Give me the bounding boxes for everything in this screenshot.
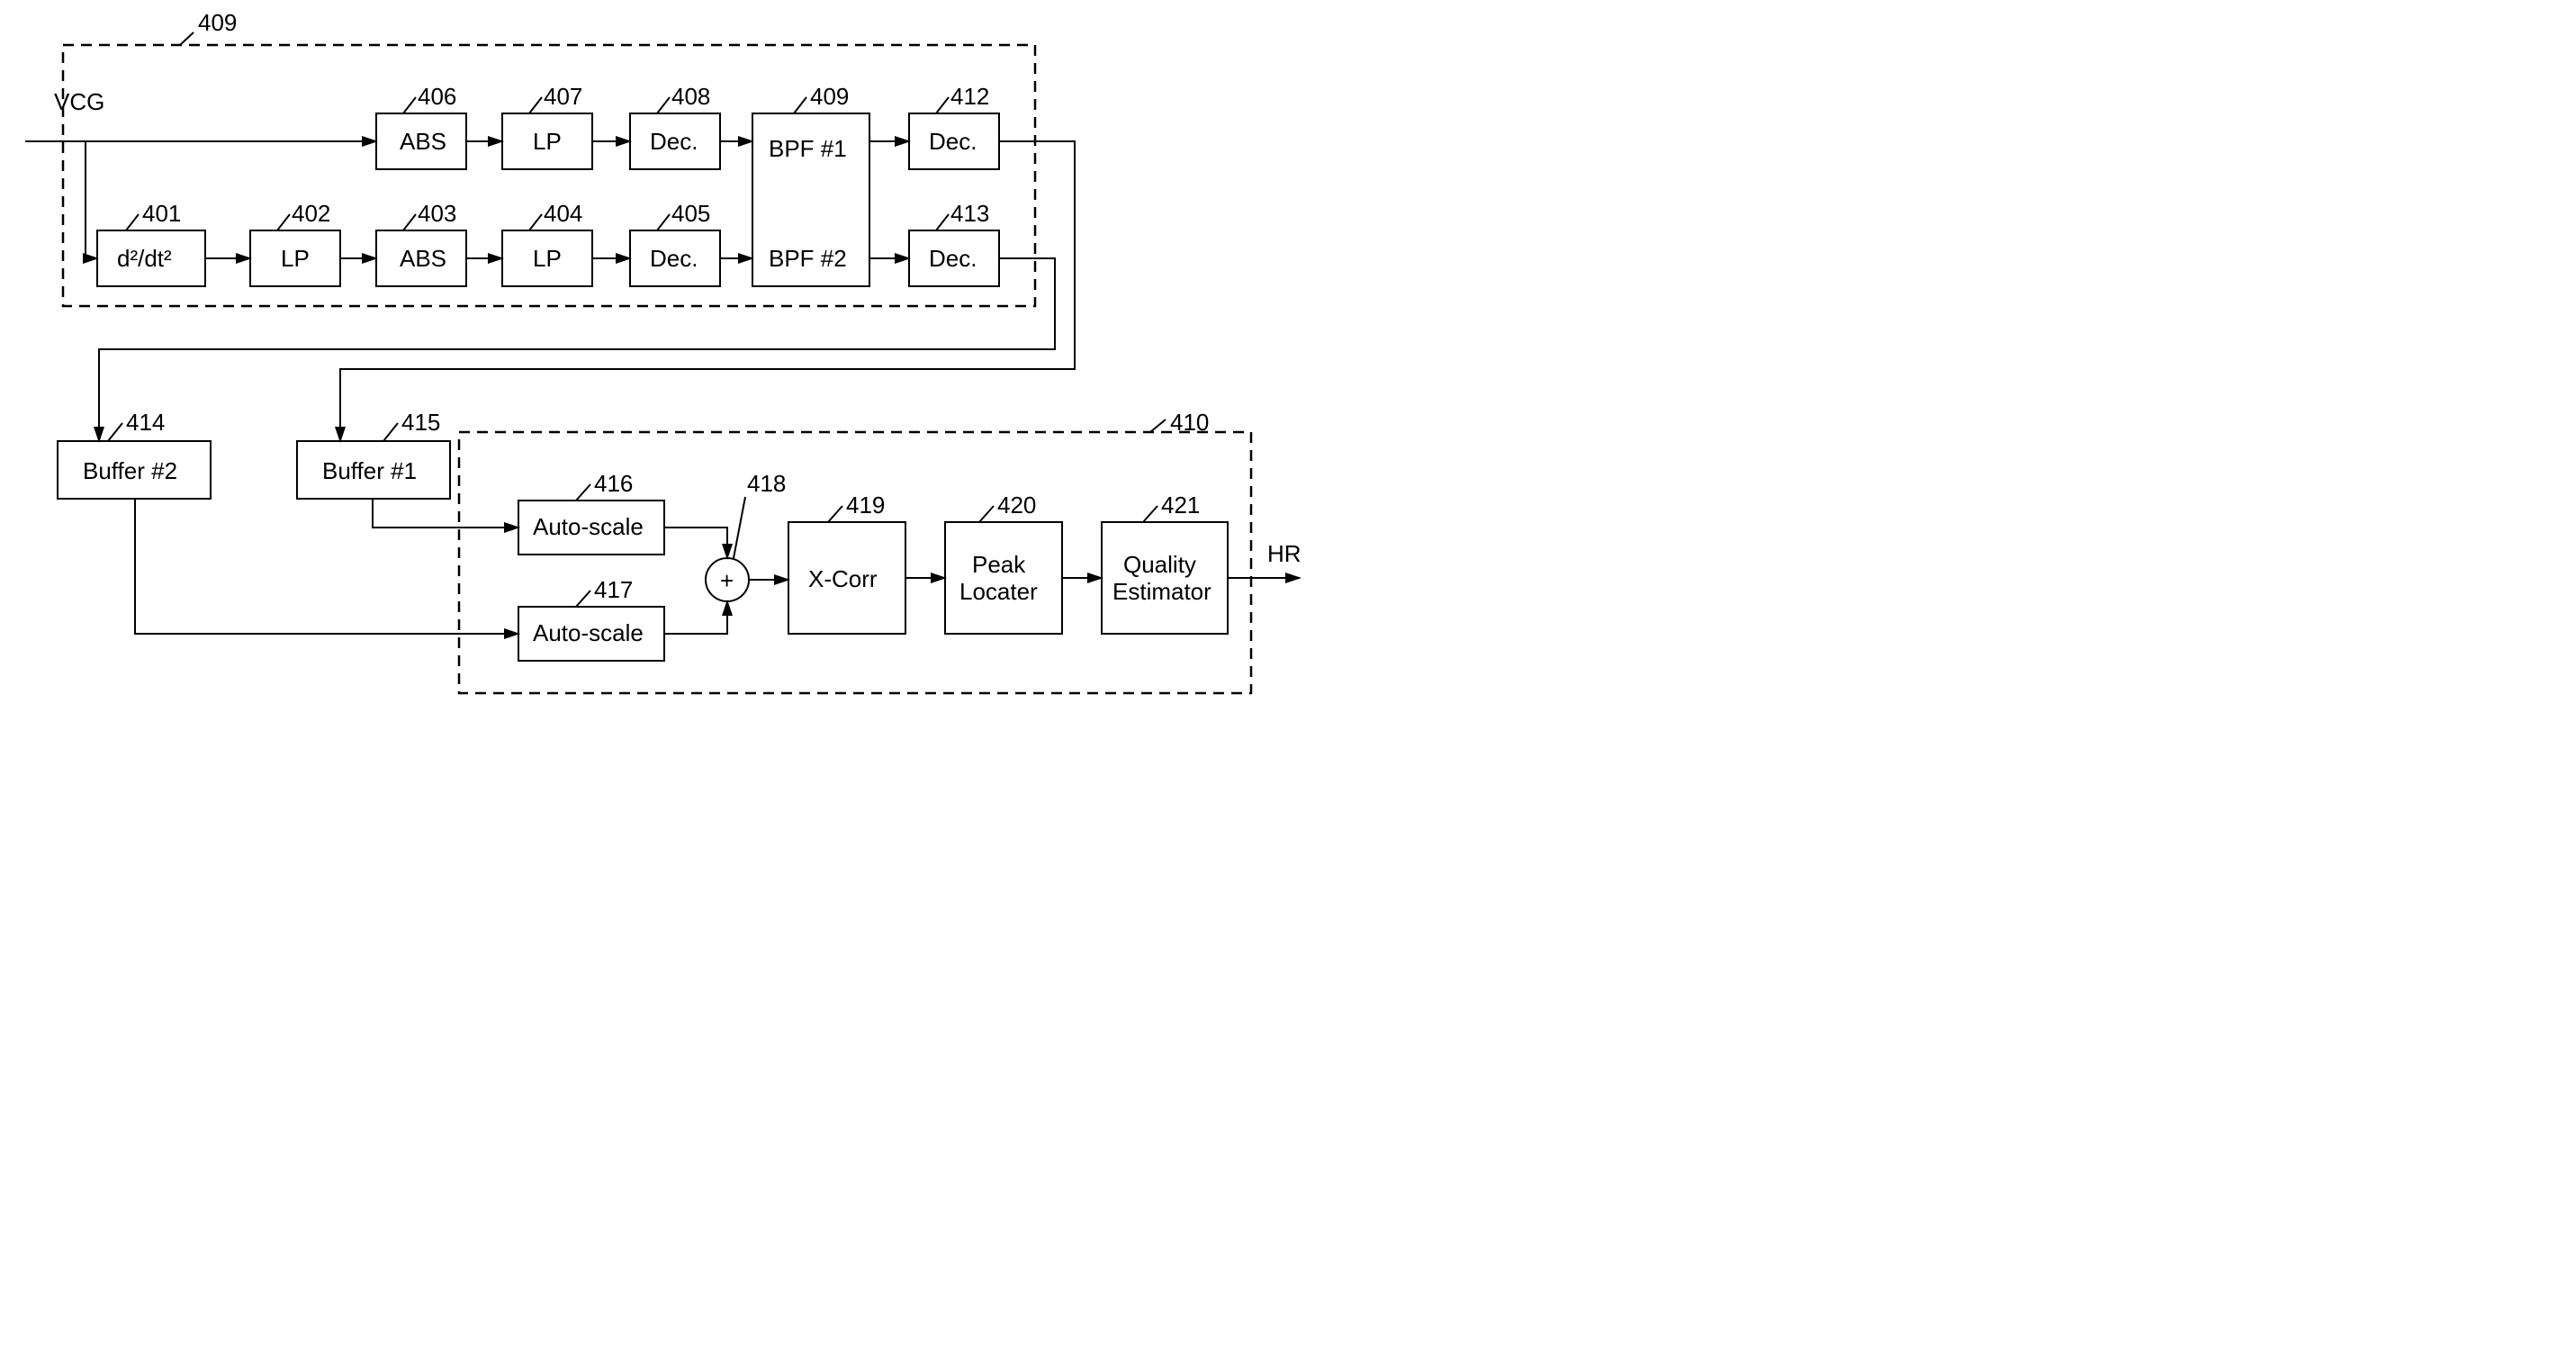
svg-text:402: 402 bbox=[292, 200, 330, 227]
input-label: VCG bbox=[54, 88, 104, 115]
svg-text:409: 409 bbox=[810, 83, 849, 110]
block-lp-402: LP 402 bbox=[250, 200, 340, 286]
leader-group-top bbox=[180, 32, 194, 45]
arrow-417-to-summer bbox=[664, 601, 727, 634]
svg-text:Dec.: Dec. bbox=[929, 245, 977, 272]
svg-text:406: 406 bbox=[418, 83, 456, 110]
arrow-416-to-summer bbox=[664, 528, 727, 558]
svg-text:Locater: Locater bbox=[959, 578, 1038, 605]
block-bpf: BPF #1 BPF #2 409 bbox=[752, 83, 869, 286]
svg-text:LP: LP bbox=[281, 245, 310, 272]
block-dec-408: Dec. 408 bbox=[630, 83, 720, 169]
svg-text:X-Corr: X-Corr bbox=[808, 565, 878, 592]
svg-text:404: 404 bbox=[544, 200, 582, 227]
svg-text:408: 408 bbox=[671, 83, 710, 110]
svg-text:407: 407 bbox=[544, 83, 582, 110]
group-top-label: 409 bbox=[198, 9, 237, 36]
block-dec-405: Dec. 405 bbox=[630, 200, 720, 286]
svg-text:412: 412 bbox=[950, 83, 989, 110]
block-abs-403: ABS 403 bbox=[376, 200, 466, 286]
svg-text:Auto-scale: Auto-scale bbox=[533, 619, 644, 646]
svg-text:Quality: Quality bbox=[1123, 551, 1196, 578]
svg-text:416: 416 bbox=[594, 470, 633, 497]
svg-text:401: 401 bbox=[142, 200, 181, 227]
svg-text:419: 419 bbox=[846, 492, 885, 519]
svg-text:418: 418 bbox=[747, 470, 786, 497]
block-lp-407: LP 407 bbox=[502, 83, 592, 169]
arrow-vcg-to-401 bbox=[86, 141, 97, 258]
summer-418: + 418 bbox=[706, 470, 786, 601]
svg-text:417: 417 bbox=[594, 576, 633, 603]
block-xcorr-419: X-Corr 419 bbox=[788, 492, 905, 634]
svg-text:LP: LP bbox=[533, 245, 562, 272]
block-abs-406: ABS 406 bbox=[376, 83, 466, 169]
block-dec-412: Dec. 412 bbox=[909, 83, 999, 169]
svg-text:405: 405 bbox=[671, 200, 710, 227]
svg-text:414: 414 bbox=[126, 409, 165, 436]
svg-text:Peak: Peak bbox=[972, 551, 1026, 578]
svg-text:BPF #1: BPF #1 bbox=[769, 135, 847, 162]
svg-text:Dec.: Dec. bbox=[650, 128, 698, 155]
block-diagram: 409 410 VCG HR ABS 406 LP 407 Dec. 408 B… bbox=[0, 0, 1323, 711]
group-bottom-label: 410 bbox=[1170, 409, 1209, 436]
svg-text:403: 403 bbox=[418, 200, 456, 227]
block-peak-420: Peak Locater 420 bbox=[945, 492, 1062, 634]
leader-group-bottom bbox=[1150, 419, 1166, 432]
block-buffer1-415: Buffer #1 415 bbox=[297, 409, 450, 499]
block-lp-404: LP 404 bbox=[502, 200, 592, 286]
svg-text:Estimator: Estimator bbox=[1112, 578, 1211, 605]
svg-text:d²/dt²: d²/dt² bbox=[117, 245, 172, 272]
arrow-412-to-415 bbox=[340, 141, 1075, 441]
output-label: HR bbox=[1267, 540, 1302, 567]
svg-text:Dec.: Dec. bbox=[929, 128, 977, 155]
svg-text:ABS: ABS bbox=[400, 128, 446, 155]
svg-text:Auto-scale: Auto-scale bbox=[533, 513, 644, 540]
svg-text:421: 421 bbox=[1161, 492, 1200, 519]
svg-text:ABS: ABS bbox=[400, 245, 446, 272]
svg-text:+: + bbox=[720, 567, 734, 594]
svg-text:415: 415 bbox=[401, 409, 440, 436]
block-autoscale-417: Auto-scale 417 bbox=[518, 576, 664, 661]
block-dec-413: Dec. 413 bbox=[909, 200, 999, 286]
arrow-415-to-416 bbox=[373, 499, 518, 528]
svg-text:BPF #2: BPF #2 bbox=[769, 245, 847, 272]
block-quality-421: Quality Estimator 421 bbox=[1102, 492, 1228, 634]
block-d2dt2-401: d²/dt² 401 bbox=[97, 200, 205, 286]
svg-text:LP: LP bbox=[533, 128, 562, 155]
arrow-414-to-417 bbox=[135, 499, 518, 634]
svg-text:420: 420 bbox=[997, 492, 1036, 519]
block-autoscale-416: Auto-scale 416 bbox=[518, 470, 664, 555]
svg-text:Dec.: Dec. bbox=[650, 245, 698, 272]
svg-text:413: 413 bbox=[950, 200, 989, 227]
svg-text:Buffer #2: Buffer #2 bbox=[83, 457, 177, 484]
svg-text:Buffer #1: Buffer #1 bbox=[322, 457, 417, 484]
block-buffer2-414: Buffer #2 414 bbox=[58, 409, 211, 499]
